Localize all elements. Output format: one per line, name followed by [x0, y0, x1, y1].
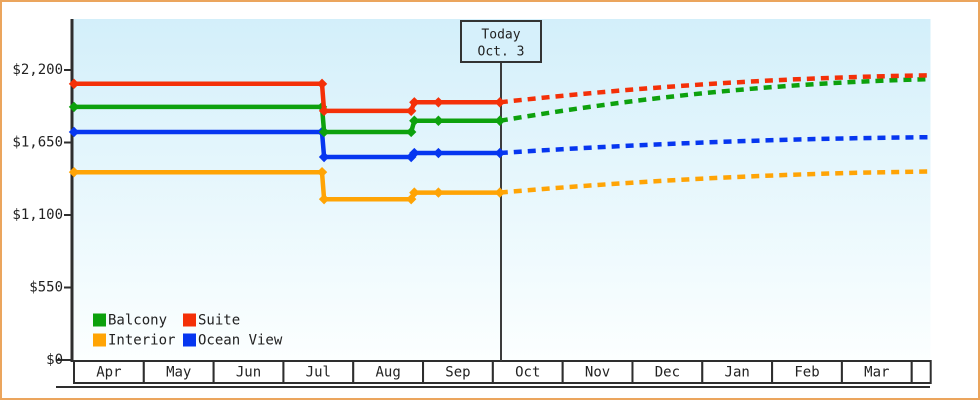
data-point-marker-ocean-view — [494, 147, 506, 159]
month-label: Aug — [375, 365, 400, 381]
today-label-line1: Today — [481, 28, 520, 43]
month-label: Sep — [445, 365, 470, 381]
legend-label: Balcony — [108, 313, 167, 329]
month-label: Nov — [585, 365, 610, 381]
legend-swatch — [183, 313, 196, 327]
data-point-marker-balcony — [433, 115, 444, 126]
data-point-marker-interior — [494, 187, 506, 198]
y-axis-tick-label: $0 — [46, 352, 63, 368]
data-point-marker-ocean-view — [318, 151, 330, 163]
month-label: Apr — [96, 365, 121, 381]
data-point-marker-ocean-view — [433, 147, 444, 159]
data-point-marker-balcony — [405, 126, 417, 138]
data-point-marker-suite — [318, 105, 330, 117]
data-point-marker-interior — [409, 187, 420, 198]
y-axis-tick-label: $2,200 — [12, 62, 63, 78]
month-cell-stub — [910, 360, 932, 384]
data-point-marker-suite — [494, 97, 506, 108]
data-point-marker-balcony — [318, 126, 330, 138]
data-point-marker-interior — [68, 166, 80, 178]
legend-swatch — [93, 333, 106, 347]
series-forecast-interior — [499, 169, 930, 195]
data-point-marker-suite — [68, 78, 80, 90]
data-point-marker-suite — [433, 97, 444, 108]
legend-label: Interior — [108, 333, 175, 349]
today-label-line2: Oct. 3 — [478, 45, 525, 60]
legend-swatch — [183, 333, 196, 347]
y-axis-tick-label: $1,100 — [12, 207, 63, 223]
today-label-box — [460, 20, 542, 63]
data-point-marker-ocean-view — [409, 147, 420, 159]
data-point-marker-balcony — [409, 115, 420, 126]
data-point-marker-balcony — [68, 101, 80, 113]
data-point-marker-balcony — [494, 115, 506, 126]
month-label: Jun — [236, 365, 261, 381]
data-point-marker-suite — [405, 105, 417, 117]
y-axis-tick-label: $1,650 — [12, 135, 63, 151]
month-label: Jul — [306, 365, 331, 381]
series-forecast-ocean-view — [499, 134, 930, 156]
month-label: Mar — [864, 365, 889, 381]
y-axis-tick-label: $550 — [29, 280, 63, 296]
series-forecast-suite — [499, 73, 930, 105]
month-label: Feb — [794, 365, 819, 381]
month-label: May — [166, 365, 191, 381]
month-label: Oct — [515, 365, 540, 381]
series-forecast-balcony — [499, 76, 930, 124]
data-point-marker-interior — [316, 166, 328, 178]
month-label: Jan — [725, 365, 750, 381]
data-point-marker-interior — [433, 187, 444, 198]
data-point-marker-ocean-view — [68, 126, 80, 138]
data-point-marker-suite — [316, 78, 328, 90]
data-point-marker-suite — [409, 97, 420, 108]
month-label: Dec — [655, 365, 680, 381]
legend-swatch — [93, 313, 106, 327]
legend-label: Ocean View — [198, 333, 283, 349]
legend-label: Suite — [198, 313, 240, 329]
data-point-marker-interior — [318, 193, 330, 205]
